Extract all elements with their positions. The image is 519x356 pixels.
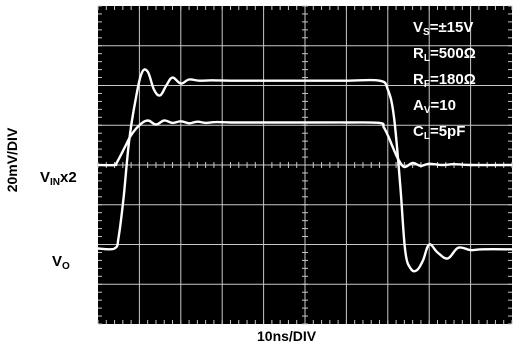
x-axis-label: 10ns/DIV [257, 328, 316, 344]
param-av-sub: V [424, 105, 431, 116]
y-axis-label: 20mV/DIV [4, 110, 20, 210]
param-cl-value: =5pF [430, 123, 465, 140]
param-av-value: =10 [431, 97, 456, 114]
param-av: AV=10 [413, 95, 476, 121]
vin-main: V [40, 169, 50, 186]
param-vs-value: =±15V [430, 19, 474, 36]
param-rl-value: =500Ω [430, 45, 476, 62]
vo-sub: O [62, 261, 70, 272]
param-av-main: A [413, 97, 424, 114]
test-conditions: VS=±15V RL=500Ω RF=180Ω AV=10 CL=5pF [413, 17, 476, 147]
param-rl: RL=500Ω [413, 43, 476, 69]
param-rf-value: =180Ω [430, 71, 476, 88]
param-vs-main: V [413, 19, 423, 36]
param-vs: VS=±15V [413, 17, 476, 43]
vo-trace-label: VO [52, 253, 70, 272]
vin-trace-label: VINx2 [40, 169, 77, 188]
vin-sub: IN [50, 177, 60, 188]
param-cl: CL=5pF [413, 121, 476, 147]
param-rl-main: R [413, 45, 424, 62]
vin-suffix: x2 [60, 169, 77, 186]
param-rf: RF=180Ω [413, 69, 476, 95]
param-vs-sub: S [423, 27, 430, 38]
vo-main: V [52, 253, 62, 270]
param-cl-main: C [413, 123, 424, 140]
param-rf-main: R [413, 71, 424, 88]
